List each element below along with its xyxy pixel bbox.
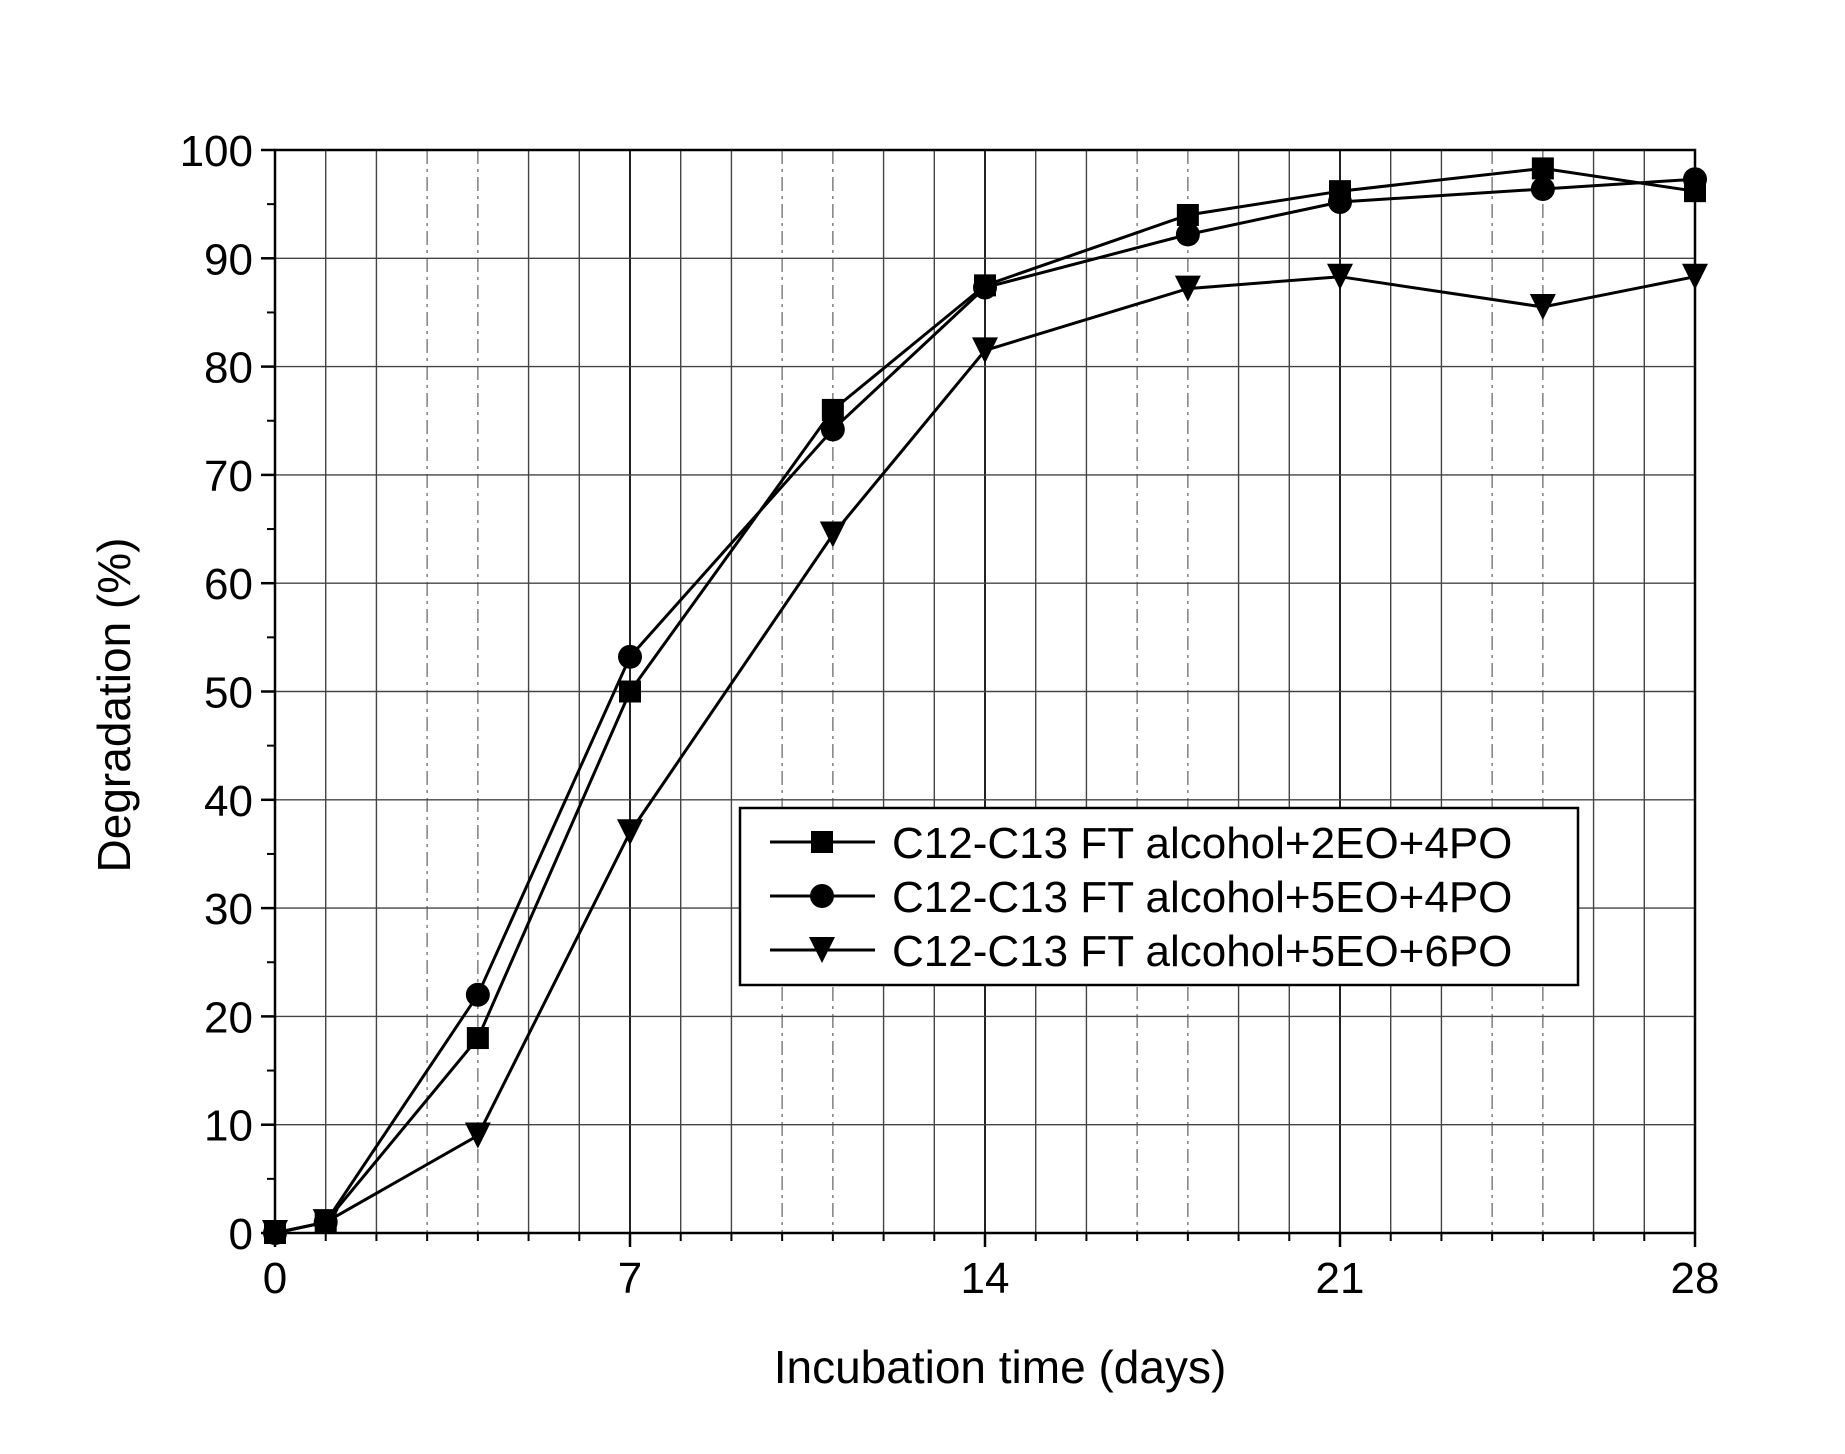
x-axis-label: Incubation time (days) [774,1341,1227,1393]
data-point [617,819,643,845]
y-tick-label: 30 [204,885,253,934]
x-tick-label: 0 [263,1254,287,1303]
y-tick-label: 0 [229,1210,253,1259]
y-tick-label: 60 [204,560,253,609]
y-tick-label: 40 [204,777,253,826]
data-point [618,645,642,669]
legend-marker [811,831,833,853]
y-tick-label: 80 [204,344,253,393]
tick-labels: 0 10 20 30 40 50 60 70 80 90 100 0 7 14 21 28 [180,127,1720,1303]
grid [275,150,1695,1233]
data-point [466,983,490,1007]
data-point [821,417,845,441]
legend-label: C12-C13 FT alcohol+5EO+4PO [892,873,1512,922]
data-point [1531,177,1555,201]
data-point [467,1027,489,1049]
y-tick-label: 20 [204,993,253,1042]
axis-ticks [261,150,1695,1247]
y-axis-label: Degradation (%) [88,538,140,873]
legend-marker [810,884,834,908]
data-point [1683,167,1707,191]
data-point [465,1123,491,1149]
data-point [1328,190,1352,214]
data-point [820,521,846,547]
x-tick-label: 28 [1671,1254,1720,1303]
data-point [1176,222,1200,246]
x-tick-label: 14 [961,1254,1010,1303]
legend-label: C12-C13 FT alcohol+5EO+6PO [892,927,1512,976]
y-tick-label: 90 [204,235,253,284]
x-tick-label: 7 [618,1254,642,1303]
data-point [1532,157,1554,179]
x-tick-label: 21 [1316,1254,1365,1303]
y-tick-label: 70 [204,452,253,501]
y-tick-label: 100 [180,127,253,176]
data-point [619,681,641,703]
y-tick-label: 50 [204,669,253,718]
y-tick-label: 10 [204,1102,253,1151]
legend: C12-C13 FT alcohol+2EO+4PO C12-C13 FT alc… [740,808,1578,985]
data-point [973,276,997,300]
data-point [1682,264,1708,290]
legend-label: C12-C13 FT alcohol+2EO+4PO [892,819,1512,868]
